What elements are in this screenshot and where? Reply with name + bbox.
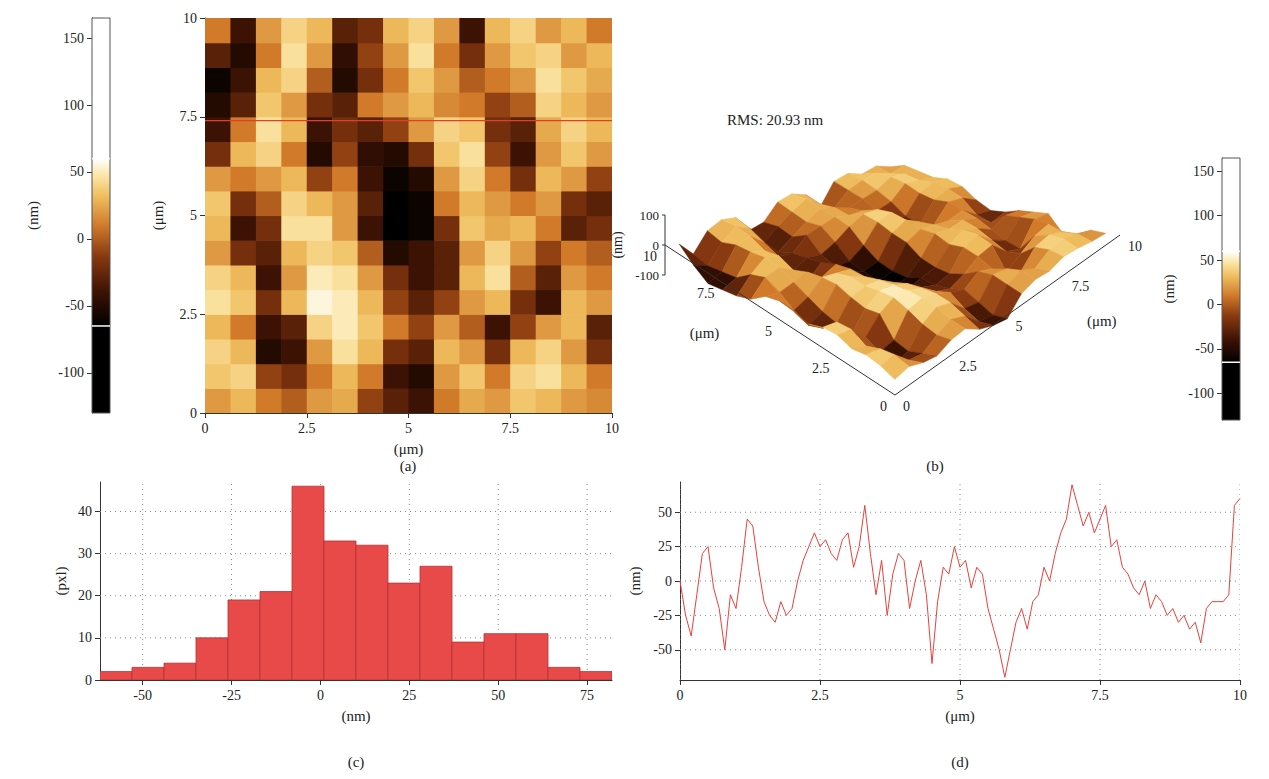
svg-text:7.5: 7.5 (180, 109, 198, 124)
svg-text:100: 100 (63, 98, 84, 113)
svg-text:7.5: 7.5 (697, 286, 715, 301)
svg-text:10: 10 (605, 421, 619, 436)
svg-text:7.5: 7.5 (1072, 279, 1090, 294)
svg-text:5: 5 (765, 324, 772, 339)
svg-text:0: 0 (665, 574, 672, 589)
svg-text:50: 50 (658, 505, 672, 520)
svg-text:50: 50 (491, 688, 505, 703)
svg-text:0: 0 (653, 238, 660, 253)
svg-text:-50: -50 (65, 298, 84, 313)
svg-text:(a): (a) (400, 458, 417, 475)
svg-text:-100: -100 (635, 268, 659, 283)
svg-text:2.5: 2.5 (812, 361, 830, 376)
svg-text:50: 50 (1200, 253, 1214, 268)
svg-text:RMS: 20.93 nm: RMS: 20.93 nm (727, 112, 824, 128)
svg-text:10: 10 (643, 248, 657, 264)
svg-text:(μm): (μm) (1087, 313, 1117, 330)
svg-text:7.5: 7.5 (502, 421, 520, 436)
svg-text:(c): (c) (348, 754, 365, 771)
svg-text:75: 75 (580, 688, 594, 703)
svg-text:(nm): (nm) (610, 231, 626, 259)
svg-text:100: 100 (1193, 208, 1214, 223)
svg-text:2.5: 2.5 (298, 421, 316, 436)
svg-text:25: 25 (402, 688, 416, 703)
svg-text:2.5: 2.5 (180, 307, 198, 322)
svg-text:(nm): (nm) (25, 201, 42, 230)
svg-text:40: 40 (78, 504, 92, 519)
svg-text:10: 10 (78, 630, 92, 645)
svg-text:0: 0 (202, 421, 209, 436)
svg-text:5: 5 (957, 688, 964, 703)
svg-text:0: 0 (903, 399, 910, 414)
svg-text:0: 0 (880, 399, 887, 414)
svg-text:(nm): (nm) (341, 708, 370, 725)
svg-text:(pxl): (pxl) (53, 566, 70, 595)
svg-text:10: 10 (183, 11, 197, 26)
svg-text:150: 150 (63, 31, 84, 46)
svg-text:(nm): (nm) (1161, 274, 1178, 303)
svg-text:10: 10 (1233, 688, 1247, 703)
svg-text:2.5: 2.5 (811, 688, 829, 703)
svg-text:25: 25 (658, 539, 672, 554)
svg-text:50: 50 (70, 164, 84, 179)
svg-text:(μm): (μm) (150, 201, 167, 231)
svg-text:20: 20 (78, 588, 92, 603)
svg-text:(b): (b) (926, 458, 944, 475)
svg-text:0: 0 (317, 688, 324, 703)
svg-text:5: 5 (405, 421, 412, 436)
svg-text:-50: -50 (133, 688, 152, 703)
svg-text:-50: -50 (653, 642, 672, 657)
svg-text:150: 150 (1193, 164, 1214, 179)
svg-text:0: 0 (1207, 297, 1214, 312)
svg-text:7.5: 7.5 (1091, 688, 1109, 703)
svg-text:0: 0 (190, 406, 197, 421)
svg-text:-100: -100 (1188, 386, 1214, 401)
svg-text:-100: -100 (58, 365, 84, 380)
svg-text:5: 5 (190, 208, 197, 223)
svg-text:30: 30 (78, 546, 92, 561)
svg-text:(μm): (μm) (394, 441, 424, 458)
svg-text:100: 100 (640, 208, 660, 223)
svg-text:2.5: 2.5 (959, 359, 977, 374)
svg-text:-50: -50 (1195, 341, 1214, 356)
svg-text:5: 5 (1016, 319, 1023, 334)
svg-text:0: 0 (677, 688, 684, 703)
svg-text:(nm): (nm) (627, 566, 644, 595)
svg-text:0: 0 (85, 673, 92, 688)
svg-text:0: 0 (77, 231, 84, 246)
svg-text:(μm): (μm) (690, 325, 720, 342)
svg-text:10: 10 (1128, 239, 1142, 254)
svg-text:-25: -25 (222, 688, 241, 703)
svg-text:(μm): (μm) (945, 708, 975, 725)
svg-text:-25: -25 (653, 608, 672, 623)
svg-text:(d): (d) (951, 754, 969, 771)
